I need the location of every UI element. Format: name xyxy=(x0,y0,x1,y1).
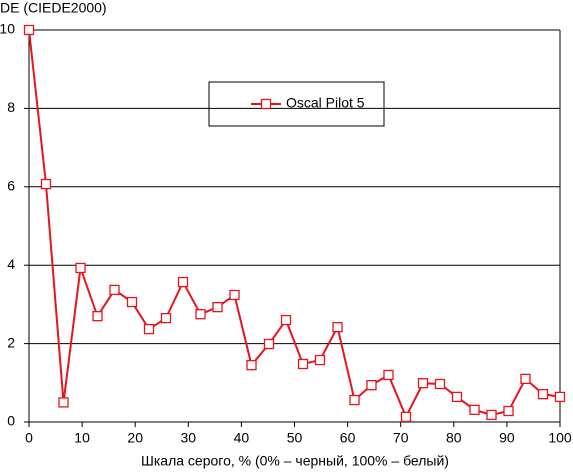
data-point xyxy=(143,323,155,335)
x-tick-label: 100 xyxy=(548,430,572,446)
data-point xyxy=(349,394,360,406)
data-point xyxy=(503,405,514,417)
x-tick-label: 0 xyxy=(25,430,33,446)
data-point xyxy=(451,391,463,403)
data-point xyxy=(126,296,138,308)
data-point xyxy=(383,369,394,381)
data-point xyxy=(486,409,497,421)
data-point xyxy=(160,312,172,324)
y-tick-label: 4 xyxy=(7,256,15,272)
data-point xyxy=(434,378,446,390)
data-point xyxy=(246,360,257,371)
data-point xyxy=(177,276,189,288)
y-tick-label: 8 xyxy=(7,99,15,115)
data-point xyxy=(332,321,343,333)
data-point xyxy=(58,397,69,408)
x-tick-label: 80 xyxy=(446,430,462,446)
x-tick-label: 20 xyxy=(127,430,143,446)
x-tick-label: 50 xyxy=(287,430,303,446)
y-tick-label: 2 xyxy=(7,334,15,350)
data-point xyxy=(314,354,326,366)
x-tick-label: 10 xyxy=(74,430,90,446)
data-point xyxy=(195,309,206,320)
data-point xyxy=(400,411,412,423)
data-point xyxy=(263,338,275,350)
data-point xyxy=(23,24,35,36)
x-axis-label: Шкала серого, % (0% – черный, 100% – бел… xyxy=(141,453,449,469)
x-tick-label: 90 xyxy=(499,430,515,446)
data-point xyxy=(417,378,429,389)
x-tick-label: 40 xyxy=(234,430,250,446)
data-point xyxy=(229,289,240,301)
y-tick-label: 6 xyxy=(7,178,15,194)
x-tick-label: 70 xyxy=(393,430,409,446)
legend-label: Oscal Pilot 5 xyxy=(286,95,365,111)
data-point xyxy=(554,391,566,403)
data-point xyxy=(212,301,223,313)
data-point xyxy=(297,358,309,370)
y-tick-label: 0 xyxy=(7,413,15,429)
data-point xyxy=(75,262,86,274)
data-point xyxy=(520,373,531,385)
data-point xyxy=(280,314,292,326)
data-point xyxy=(109,284,120,296)
data-point xyxy=(366,380,377,391)
data-point xyxy=(40,178,52,190)
legend-marker xyxy=(260,98,272,110)
y-tick-label: 10 xyxy=(0,21,15,37)
legend-box xyxy=(208,81,385,127)
y-axis-label: DE (CIEDE2000) xyxy=(0,0,107,16)
data-point xyxy=(92,311,103,322)
x-tick-label: 60 xyxy=(340,430,356,446)
data-point xyxy=(537,389,549,400)
x-tick-label: 30 xyxy=(181,430,197,446)
data-point xyxy=(469,404,480,415)
